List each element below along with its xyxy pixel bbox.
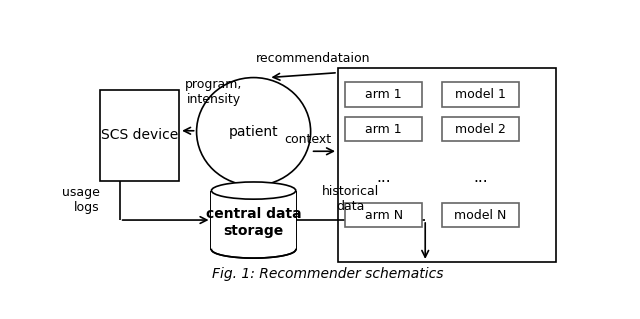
Text: program,
intensity: program, intensity [185,78,243,106]
Text: model 2: model 2 [455,123,506,136]
Bar [100,90,179,181]
Text: Fig. 1: Recommender schematics: Fig. 1: Recommender schematics [212,267,444,281]
Ellipse shape [211,182,296,199]
Text: recommendataion: recommendataion [256,52,371,65]
Text: arm N: arm N [365,209,403,222]
Text: context: context [285,133,332,146]
Text: historical
data: historical data [322,185,379,213]
Text: ...: ... [376,170,391,185]
Text: patient: patient [228,125,278,139]
Bar [346,203,422,227]
Text: arm 1: arm 1 [365,123,402,136]
Text: ...: ... [473,170,488,185]
Bar [346,83,422,107]
Text: model 1: model 1 [455,88,506,101]
Bar [338,68,556,262]
Text: usage
logs: usage logs [62,186,100,214]
Bar [442,83,519,107]
Ellipse shape [211,241,296,258]
Text: arm 1: arm 1 [365,88,402,101]
Text: model N: model N [454,209,507,222]
Bar [211,190,296,249]
Text: central data
storage: central data storage [206,207,301,238]
Text: SCS device: SCS device [101,128,178,142]
Bar [442,203,519,227]
Bar [442,117,519,141]
Ellipse shape [196,78,310,186]
Bar [346,117,422,141]
